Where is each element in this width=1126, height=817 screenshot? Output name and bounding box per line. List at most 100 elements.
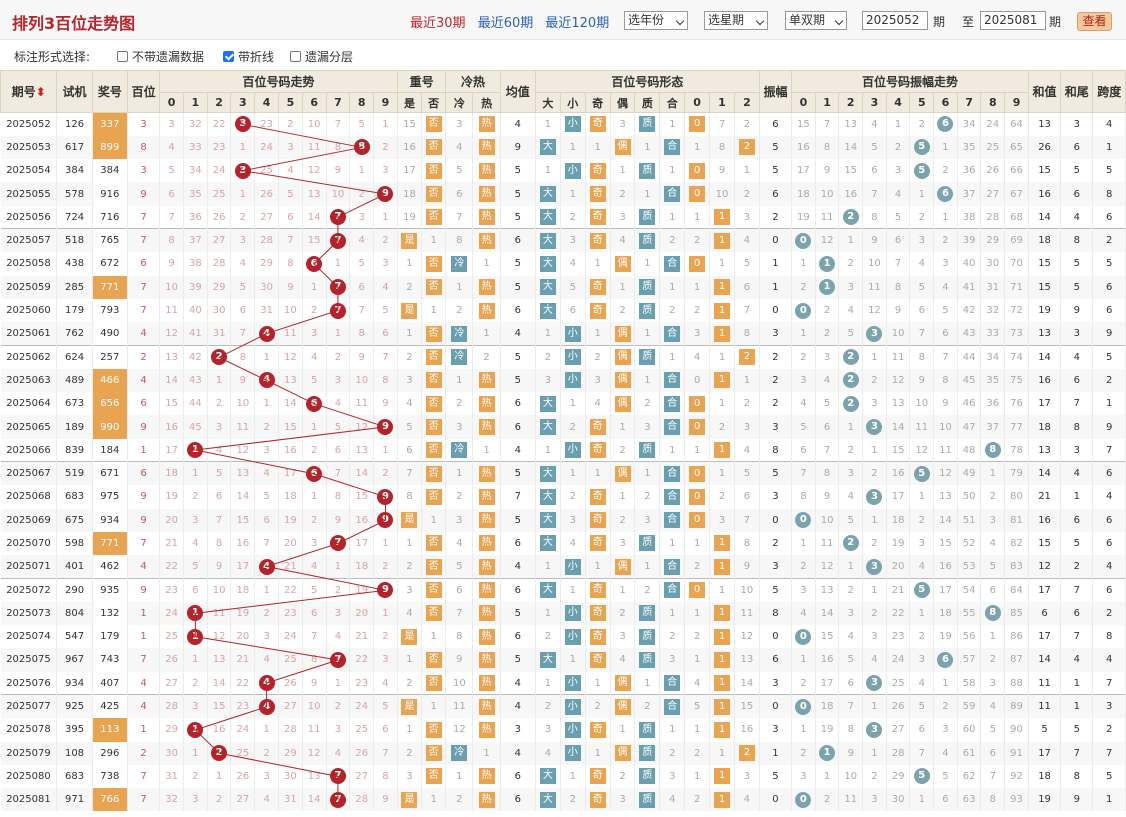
trend-digit-header: 1 [182, 92, 208, 113]
trend-cell: 24 [278, 625, 303, 649]
missing-count: 1 [215, 374, 223, 386]
trend-digit-header: 4 [254, 92, 280, 113]
amp-ball: 1 [819, 279, 836, 296]
trend-cell: 1 [373, 438, 398, 462]
repeat-cell: 1 [396, 252, 423, 276]
hotcold-cell: 5 [445, 159, 474, 183]
form-cell: 2 [560, 205, 586, 229]
form-tag: 质 [639, 628, 656, 645]
trend-cell: 3 [183, 694, 208, 719]
repeat-cell: 16 [396, 135, 423, 160]
trend-cell: 28 [278, 718, 303, 742]
sum-tail-cell: 5 [1060, 275, 1094, 299]
checkbox-no-missing[interactable] [117, 51, 128, 62]
trend-cell: 8 [349, 135, 375, 160]
test-number-cell: 683 [56, 764, 93, 789]
test-number-cell: 395 [56, 718, 93, 742]
trend-cell: 5 [278, 182, 303, 206]
form-cell: 3 [610, 205, 636, 229]
test-number-cell: 673 [56, 392, 93, 416]
trend-cell: 4 [254, 368, 280, 393]
form-tag: 大 [539, 488, 556, 505]
link-recent-30[interactable]: 最近30期 [410, 16, 466, 31]
form-tag: 质 [639, 535, 656, 552]
col-repeat-group: 重号 [396, 70, 447, 93]
amp-trend-cell: 10 [886, 322, 911, 346]
hot-tag: 热 [478, 768, 495, 785]
link-recent-120[interactable]: 最近120期 [545, 16, 610, 31]
amp-trend-cell: 2 [980, 485, 1006, 509]
missing-count: 1 [334, 677, 342, 689]
amp-trend-cell: 1 [791, 531, 816, 556]
sort-icon[interactable]: ⬍ [35, 85, 46, 99]
issue-cell: 2025076 [0, 671, 58, 695]
checkbox-polyline[interactable] [223, 51, 234, 62]
option-no-missing[interactable]: 不带遗漏数据 [117, 48, 204, 65]
trend-cell: 24 [254, 135, 280, 160]
form-tag: 合 [664, 698, 681, 715]
trend-cell: 6 [302, 392, 327, 416]
repeat-cell: 否 [421, 671, 447, 695]
span-cell: 1 [1092, 392, 1126, 416]
col-issue[interactable]: 期号⬍ [0, 70, 58, 113]
hundreds-digit-cell: 2 [127, 741, 161, 765]
trend-cell: 36 [183, 205, 208, 229]
hotcold-cell: 1 [472, 322, 501, 346]
amp-trend-cell: 17 [933, 577, 958, 602]
missing-count: 22 [355, 654, 369, 666]
from-issue-input[interactable]: 2025052 [862, 11, 928, 30]
hot-tag: 热 [478, 535, 495, 552]
amp-ball: 2 [842, 372, 859, 389]
prize-number-cell: 738 [92, 764, 128, 789]
form-cell: 质 [634, 601, 661, 626]
option-polyline[interactable]: 带折线 [223, 48, 274, 65]
form-cell: 1 [709, 228, 735, 253]
amp-trend-cell: 9 [909, 368, 935, 393]
trend-cell: 4 [349, 228, 375, 253]
query-button[interactable]: 查看 [1077, 12, 1112, 31]
trend-cell: 7 [254, 531, 280, 556]
year-select[interactable]: 选年份 [624, 11, 688, 30]
missing-count: 31 [284, 794, 297, 806]
missing-count: 23 [355, 677, 369, 689]
trend-cell: 1 [183, 741, 208, 765]
sum-tail-cell: 9 [1060, 298, 1094, 323]
issue-cell: 2025075 [0, 648, 58, 672]
option-layered[interactable]: 遗漏分层 [290, 48, 353, 65]
missing-count: 2 [215, 794, 223, 806]
hotcold-cell: 1 [445, 764, 474, 789]
trend-cell: 26 [278, 671, 303, 695]
form-cell: 大 [534, 228, 561, 253]
trend-cell: 14 [349, 461, 375, 486]
amp-trend-cell: 30 [980, 252, 1006, 276]
amp-trend-cell: 3 [980, 508, 1006, 532]
issue-cell: 2025079 [0, 741, 58, 765]
form-cell: 质 [634, 112, 661, 136]
form-cell: 1 [709, 788, 735, 812]
form-cell: 1 [709, 555, 735, 579]
amp-trend-cell: 78 [1004, 438, 1029, 462]
missing-count: 34 [188, 165, 202, 177]
form-tag: 奇 [589, 279, 606, 296]
missing-count: 30 [284, 770, 297, 782]
display-options: 标注形式选择: 不带遗漏数据 带折线 遗漏分层 [0, 40, 1126, 70]
trend-cell: 1 [183, 438, 208, 462]
link-recent-60[interactable]: 最近60期 [477, 16, 534, 31]
weekday-select[interactable]: 选星期 [704, 11, 768, 30]
trend-cell: 18 [159, 461, 184, 486]
sum-tail-cell: 4 [1060, 205, 1094, 229]
checkbox-layered[interactable] [290, 51, 301, 62]
col-sum-tail: 和尾 [1060, 70, 1094, 113]
form-tag: 偶 [614, 372, 631, 389]
hit-ball: 1 [187, 628, 204, 645]
average-cell: 5 [499, 159, 536, 183]
span-cell: 6 [1092, 531, 1126, 556]
amplitude-cell: 6 [758, 112, 793, 136]
amp-trend-cell: 19 [933, 625, 958, 649]
to-issue-input[interactable]: 2025081 [980, 11, 1046, 30]
odd-even-select[interactable]: 单双期 [785, 11, 847, 30]
col-span: 跨度 [1092, 70, 1126, 113]
sum-tail-cell: 6 [1060, 508, 1094, 532]
prize-number-cell: 656 [92, 392, 128, 416]
prize-number-cell: 466 [92, 368, 128, 393]
